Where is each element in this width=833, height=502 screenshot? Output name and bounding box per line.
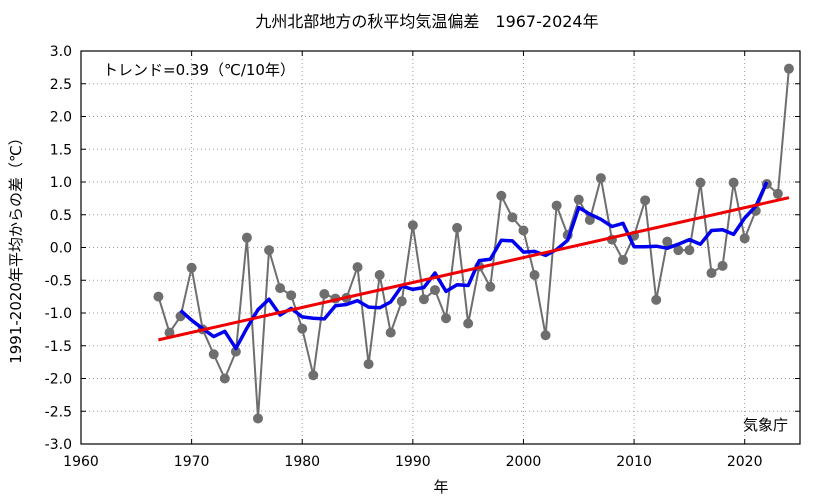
anomaly-point bbox=[429, 285, 440, 296]
anomaly-point bbox=[684, 245, 695, 256]
x-tick-label: 1980 bbox=[284, 454, 320, 470]
anomaly-point bbox=[551, 200, 562, 211]
y-tick-label: 3.0 bbox=[50, 44, 72, 60]
x-axis-label: 年 bbox=[433, 478, 448, 496]
anomaly-point bbox=[452, 222, 463, 233]
trend-line bbox=[158, 196, 790, 342]
anomaly-point bbox=[286, 290, 297, 301]
anomaly-point bbox=[396, 296, 407, 307]
anomaly-point bbox=[573, 194, 584, 205]
anomaly-point bbox=[706, 268, 717, 279]
anomaly-point bbox=[695, 177, 706, 188]
anomaly-point bbox=[264, 245, 275, 256]
anomaly-point bbox=[717, 260, 728, 271]
anomaly-point bbox=[728, 177, 739, 188]
y-tick-label: 2.5 bbox=[50, 77, 72, 93]
anomaly-point bbox=[441, 313, 452, 324]
anomaly-point bbox=[783, 63, 794, 74]
anomaly-point bbox=[739, 233, 750, 244]
credit-label: 気象庁 bbox=[743, 416, 788, 434]
y-tick-label: -1.5 bbox=[45, 339, 72, 355]
plot-frame bbox=[80, 50, 801, 445]
anomaly-point bbox=[186, 262, 197, 273]
y-tick-label: -2.5 bbox=[45, 404, 72, 420]
anomaly-point bbox=[518, 225, 529, 236]
y-tick-label: 2.0 bbox=[50, 110, 72, 126]
anomaly-point bbox=[385, 327, 396, 338]
anomaly-point bbox=[352, 262, 363, 273]
anomaly-point bbox=[463, 318, 474, 329]
anomaly-point bbox=[153, 291, 164, 302]
x-tick-label: 1990 bbox=[395, 454, 431, 470]
y-tick-label: 1.0 bbox=[50, 175, 72, 191]
anomaly-point bbox=[673, 245, 684, 256]
series-layer bbox=[153, 63, 794, 424]
anomaly-point bbox=[297, 323, 308, 334]
chart-title: 九州北部地方の秋平均気温偏差 1967-2024年 bbox=[255, 12, 598, 31]
x-tick-label: 2000 bbox=[506, 454, 542, 470]
y-tick-label: -3.0 bbox=[45, 437, 72, 453]
anomaly-point bbox=[485, 281, 496, 292]
trend-annotation: トレンド=0.39（℃/10年） bbox=[103, 61, 295, 79]
anomaly-point bbox=[584, 214, 595, 225]
anomaly-point bbox=[241, 232, 252, 243]
anomaly-point bbox=[418, 294, 429, 305]
anomaly-point bbox=[230, 346, 241, 357]
anomaly-point bbox=[164, 327, 175, 338]
y-tick-label: 0.5 bbox=[50, 208, 72, 224]
anomaly-point bbox=[407, 220, 418, 231]
anomaly-point bbox=[275, 283, 286, 294]
anomaly-point bbox=[540, 330, 551, 341]
anomaly-point bbox=[208, 349, 219, 360]
x-tick-label: 2010 bbox=[616, 454, 652, 470]
anomaly-point bbox=[651, 294, 662, 305]
y-tick-label: -2.0 bbox=[45, 372, 72, 388]
anomaly-point bbox=[529, 270, 540, 281]
anomaly-point bbox=[496, 190, 507, 201]
y-tick-label: 0.0 bbox=[50, 241, 72, 257]
anomaly-point bbox=[640, 195, 651, 206]
anomaly-point bbox=[308, 370, 319, 381]
y-tick-label: 1.5 bbox=[50, 142, 72, 158]
x-tick-label: 1960 bbox=[63, 454, 99, 470]
anomaly-line bbox=[157, 68, 790, 419]
anomaly-point bbox=[319, 289, 330, 300]
anomaly-point bbox=[772, 188, 783, 199]
x-tick-label: 1970 bbox=[174, 454, 210, 470]
anomaly-point bbox=[374, 270, 385, 281]
anomaly-point bbox=[507, 212, 518, 223]
y-axis-label: 1991-2020年平均からの差（℃） bbox=[7, 130, 25, 364]
tick-layer: 3.0 2.5 2.0 1.5 1.0 0.5 0.0 -0.5 -1.0 -1.5 -2.0 -2.… bbox=[45, 44, 800, 470]
anomaly-point bbox=[662, 236, 673, 247]
anomaly-point bbox=[363, 359, 374, 370]
anomaly-point bbox=[219, 373, 230, 384]
x-tick-label: 2020 bbox=[727, 454, 763, 470]
y-tick-label: -0.5 bbox=[45, 273, 72, 289]
anomaly-point bbox=[618, 254, 629, 265]
y-tick-label: -1.0 bbox=[45, 306, 72, 322]
anomaly-point bbox=[252, 413, 263, 424]
anomaly-point bbox=[595, 173, 606, 184]
